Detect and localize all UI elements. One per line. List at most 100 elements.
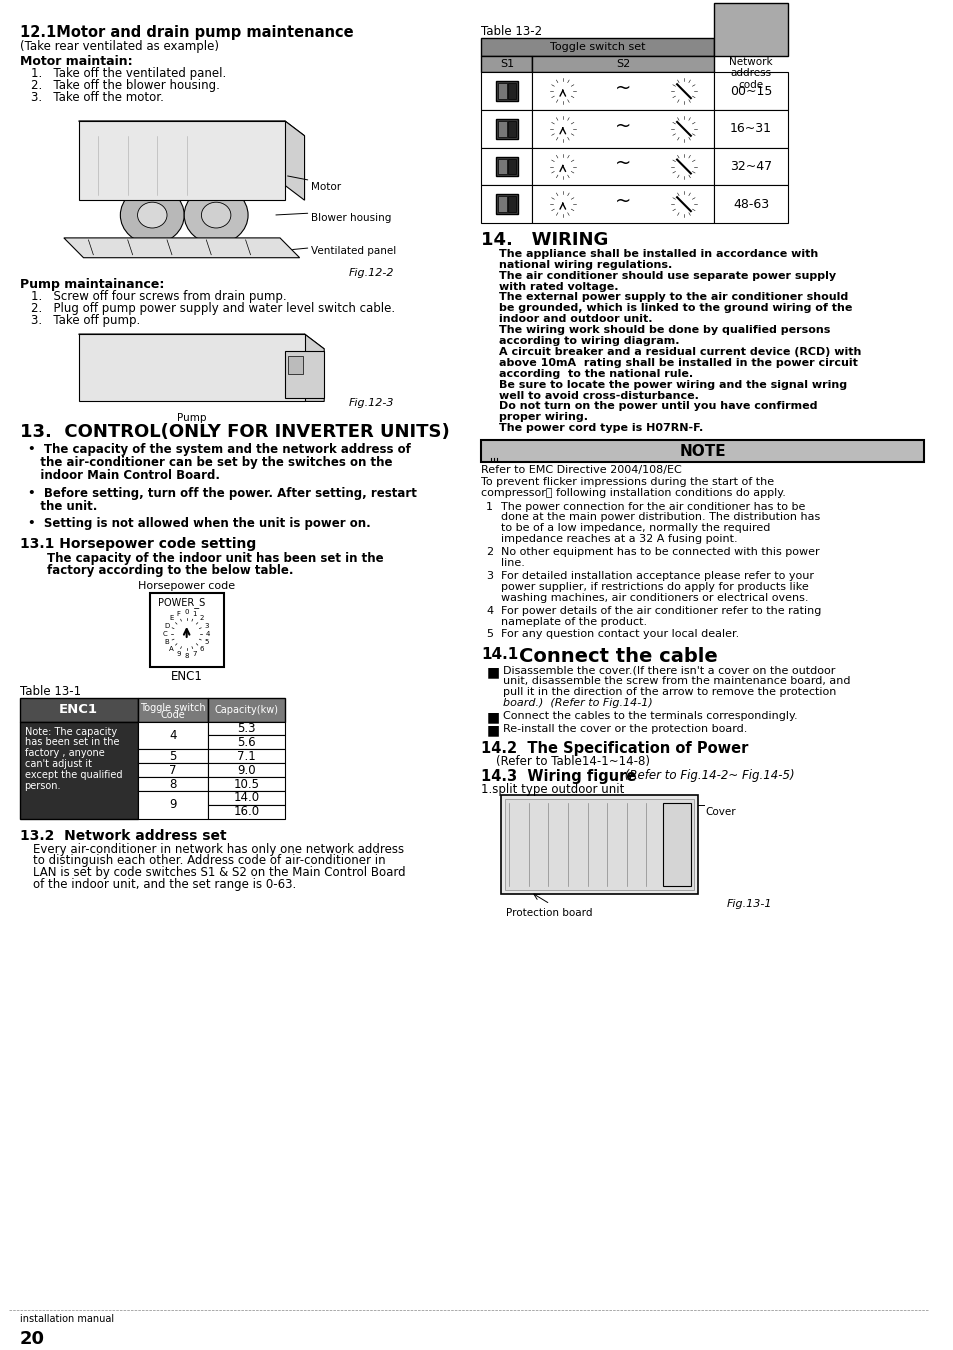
Text: 10.5: 10.5 [233,778,259,791]
Polygon shape [285,122,304,200]
Text: according to wiring diagram.: according to wiring diagram. [498,336,679,346]
Text: except the qualified: except the qualified [25,771,122,780]
Text: 8: 8 [184,652,189,659]
Text: line.: line. [500,558,524,568]
Bar [497,158,506,174]
Text: above 10mA  rating shall be installed in the power circuit: above 10mA rating shall be installed in … [498,358,857,367]
Text: of the indoor unit, and the set range is 0-63.: of the indoor unit, and the set range is… [33,879,296,891]
Text: Toggle switch: Toggle switch [140,703,206,713]
Bar [497,84,506,99]
Text: board.)  (Refer to Fig.14-1): board.) (Refer to Fig.14-1) [502,698,652,707]
Bar [662,803,690,886]
Text: done at the main power distribution. The distribution has: done at the main power distribution. The… [500,513,820,522]
Bar [504,799,693,890]
Circle shape [677,159,690,173]
Bar [137,791,208,818]
Bar [496,81,517,101]
Text: 9: 9 [169,798,176,811]
Bar [496,119,517,139]
Text: 14.1: 14.1 [481,647,518,663]
Text: The external power supply to the air conditioner should: The external power supply to the air con… [498,293,847,302]
Text: 48-63: 48-63 [732,197,768,211]
Bar [208,763,285,778]
Ellipse shape [201,202,231,228]
Text: installation manual: installation manual [20,1315,113,1324]
Text: Re-install the cover or the protection board.: Re-install the cover or the protection b… [502,724,746,733]
Bar [507,84,516,99]
Bar [208,722,285,736]
Text: Pump: Pump [176,413,206,424]
Text: 6: 6 [199,647,204,652]
Text: factory according to the below table.: factory according to the below table. [47,564,294,576]
Text: Motor maintain:: Motor maintain: [20,54,132,68]
Circle shape [666,876,672,882]
Text: Pump maintainance:: Pump maintainance: [20,278,164,290]
Text: The wiring work should be done by qualified persons: The wiring work should be done by qualif… [498,325,830,335]
Text: ~: ~ [615,78,631,97]
Text: proper wiring.: proper wiring. [498,412,587,423]
Text: The air conditioner should use separate power supply: The air conditioner should use separate … [498,270,836,281]
Text: has been set in the: has been set in the [25,737,119,748]
Bar [208,698,285,722]
Text: F: F [176,610,180,617]
Text: Refer to EMC Directive 2004/108/EC: Refer to EMC Directive 2004/108/EC [481,464,681,475]
Text: to distinguish each other. Address code of air-conditioner in: to distinguish each other. Address code … [33,855,386,868]
Text: the air-conditioner can be set by the switches on the: the air-conditioner can be set by the sw… [28,456,392,468]
Bar [150,593,223,667]
Bar [714,3,787,55]
Text: 4: 4 [206,630,211,637]
Text: Table 13-1: Table 13-1 [20,684,81,698]
Bar [497,196,506,212]
Bar [714,111,787,147]
Circle shape [671,192,696,217]
Text: A: A [169,647,173,652]
Text: A circuit breaker and a residual current device (RCD) with: A circuit breaker and a residual current… [498,347,861,356]
Circle shape [556,84,569,99]
Text: 14.3  Wiring figure: 14.3 Wiring figure [481,769,636,784]
Text: 32~47: 32~47 [729,161,771,173]
Text: For any question contact your local dealer.: For any question contact your local deal… [500,629,739,640]
Text: 16~31: 16~31 [729,123,771,135]
Text: Be sure to locate the power wiring and the signal wring: Be sure to locate the power wiring and t… [498,379,846,390]
Circle shape [677,197,690,211]
Text: C: C [163,630,168,637]
Circle shape [290,351,294,356]
Text: No other equipment has to be connected with this power: No other equipment has to be connected w… [500,547,819,558]
Bar [137,763,208,778]
Text: S2: S2 [616,59,630,69]
Text: Do not turn on the power until you have confirmed: Do not turn on the power until you have … [498,401,817,412]
Circle shape [684,876,690,882]
Text: 2: 2 [199,616,204,621]
Text: 16.0: 16.0 [233,806,259,818]
Text: Fig.12-3: Fig.12-3 [349,398,394,409]
Text: Disassemble the cover.(If there isn't a cover on the outdoor: Disassemble the cover.(If there isn't a … [502,666,835,675]
Text: ENC1: ENC1 [59,703,98,717]
Bar [78,122,285,200]
Bar [481,73,532,111]
Text: Toggle switch set: Toggle switch set [550,42,645,51]
Text: national wiring regulations.: national wiring regulations. [498,259,672,270]
Polygon shape [304,333,324,401]
Text: 20: 20 [20,1330,45,1349]
Bar [500,795,697,894]
Bar [507,158,516,174]
Text: 13.2  Network address set: 13.2 Network address set [20,829,226,842]
Text: 3.   Take off pump.: 3. Take off pump. [31,315,140,327]
Text: indoor and outdoor unit.: indoor and outdoor unit. [498,315,652,324]
Text: be grounded, which is linked to the ground wiring of the: be grounded, which is linked to the grou… [498,304,852,313]
Text: To prevent flicker impressions during the start of the: To prevent flicker impressions during th… [481,477,774,487]
Text: Connect the cables to the terminals correspondingly.: Connect the cables to the terminals corr… [502,710,797,721]
Circle shape [556,197,569,211]
Text: Note: The capacity: Note: The capacity [25,726,116,737]
Bar [78,333,304,401]
Text: Horsepower code: Horsepower code [138,580,235,591]
Text: 9.0: 9.0 [237,764,255,776]
Bar [481,185,532,223]
Text: Network
address
code: Network address code [728,57,772,90]
Text: 4: 4 [486,606,493,616]
Polygon shape [78,122,304,136]
Text: 12.1Motor and drain pump maintenance: 12.1Motor and drain pump maintenance [20,24,353,39]
Text: 5: 5 [486,629,493,640]
Text: The power cord type is H07RN-F.: The power cord type is H07RN-F. [498,424,702,433]
Text: 8: 8 [169,778,176,791]
